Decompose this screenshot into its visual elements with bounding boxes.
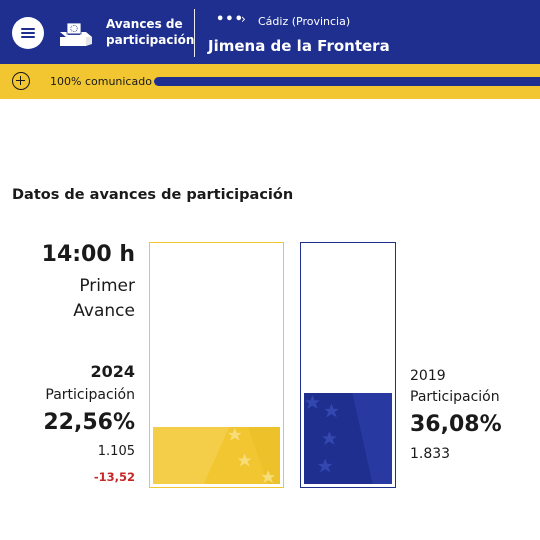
eu-stars-pattern — [153, 427, 280, 484]
section-title: Datos de avances de participación — [12, 187, 294, 203]
avance-name-line-1: Primer — [79, 276, 135, 296]
brand-title[interactable]: Avances de participación — [106, 16, 194, 48]
participation-difference: -13,52 — [93, 470, 135, 484]
progress-track — [154, 77, 540, 86]
eu-stars-icon — [227, 427, 276, 484]
previous-participation-bar — [300, 242, 396, 488]
page-title: Jimena de la Frontera — [208, 37, 390, 55]
brand-line-1: Avances de — [106, 17, 183, 31]
current-participation-percentage: 22,56% — [43, 410, 135, 435]
menu-bar — [21, 28, 35, 30]
avance-time: 14:00 h — [41, 242, 135, 267]
previous-participation-percentage: 36,08% — [410, 412, 502, 437]
breadcrumb-province-link[interactable]: Cádiz (Provincia) — [258, 15, 351, 28]
current-participation-bar — [149, 242, 284, 488]
eu-stars-icon — [305, 395, 339, 473]
progress-label: 100% comunicado — [50, 75, 152, 88]
current-year: 2024 — [90, 362, 135, 381]
chevron-right-icon: › — [241, 12, 246, 26]
menu-bar — [21, 32, 35, 34]
ballot-box-icon — [60, 22, 92, 46]
previous-year: 2019 — [410, 368, 446, 384]
header-divider — [194, 9, 195, 57]
previous-participation-bar-fill — [304, 393, 392, 484]
breadcrumb-more-button[interactable]: ••• — [216, 12, 244, 27]
eu-stars-pattern — [352, 393, 392, 484]
previous-participation-label: Participación — [410, 389, 500, 405]
plus-circle-icon[interactable] — [12, 72, 30, 90]
current-participation-label: Participación — [45, 387, 135, 403]
count-progress-strip: 100% comunicado — [0, 64, 540, 99]
app-header: Avances de participación ••• › Cádiz (Pr… — [0, 0, 540, 64]
plus-vertical — [19, 76, 22, 85]
brand-line-2: participación — [106, 33, 195, 47]
progress-fill — [154, 77, 540, 86]
previous-votes: 1.833 — [410, 446, 451, 462]
menu-bar — [21, 36, 35, 38]
avance-name-line-2: Avance — [73, 301, 135, 321]
current-votes: 1.105 — [97, 444, 135, 459]
current-participation-bar-fill — [153, 427, 280, 484]
hamburger-menu-icon[interactable] — [12, 17, 44, 49]
